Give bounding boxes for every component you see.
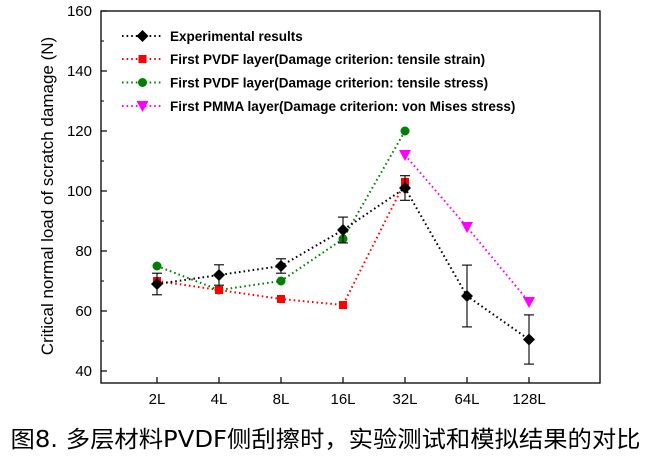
data-point-experimental [213,269,225,281]
y-tick-label: 140 [67,63,92,80]
data-point-pmma-von-mises [461,222,473,233]
legend-marker [136,101,149,112]
data-point-pvdf-tensile-stress [276,276,286,286]
legend-entry-experimental: Experimental results [122,29,303,44]
y-tick-label: 160 [67,3,92,20]
axes: 40 60 80 100 120 140 160 2L 4L 8L 16L 32L 64L 128L [67,3,546,408]
legend-entry-pvdf-tensile-strain: First PVDF layer(Damage criterion: tensi… [122,52,485,67]
x-tick-label: 32L [392,391,417,408]
data-point-pvdf-tensile-strain [339,301,347,309]
data-point-pvdf-tensile-stress [400,126,410,136]
x-tick-label: 128L [512,391,545,408]
legend-label: Experimental results [170,29,303,44]
data-point-experimental [523,333,535,346]
figure-caption: 图8. 多层材料PVDF侧刮擦时，实验测试和模拟结果的对比 [11,427,641,453]
plot-series [151,126,535,365]
data-point-pmma-von-mises [399,150,411,161]
y-tick-label: 40 [75,363,92,380]
legend-marker [138,78,147,87]
x-tick-label: 2L [149,391,166,408]
legend-entry-pvdf-tensile-stress: First PVDF layer(Damage criterion: tensi… [122,76,488,91]
plot-frame [100,10,601,384]
legend-label: First PMMA layer(Damage criterion: von M… [170,99,515,114]
legend-marker [138,55,147,63]
y-tick-label: 100 [67,183,92,200]
data-point-experimental [461,290,473,302]
legend-label: First PVDF layer(Damage criterion: tensi… [170,52,485,67]
data-point-pvdf-tensile-stress [152,261,162,271]
data-point-experimental [337,224,349,236]
x-tick-label: 8L [273,391,290,408]
data-point-pvdf-tensile-strain [215,286,223,294]
data-point-experimental [399,182,411,194]
legend-marker [136,30,149,42]
y-axis-title: Critical normal load of scratch damage (… [38,37,57,355]
legend: Experimental results First PVDF layer(Dam… [122,29,515,114]
x-tick-label: 4L [211,391,228,408]
y-tick-label: 60 [75,303,92,320]
legend-entry-pmma-von-mises: First PMMA layer(Damage criterion: von M… [122,99,515,114]
y-tick-label: 120 [67,123,92,140]
data-point-experimental [151,278,163,290]
x-tick-label: 16L [330,391,355,408]
data-point-pvdf-tensile-strain [277,295,285,303]
legend-label: First PVDF layer(Damage criterion: tensi… [170,76,488,91]
y-tick-label: 80 [75,243,92,260]
data-point-experimental [275,260,287,272]
data-point-pmma-von-mises [523,297,535,308]
x-tick-label: 64L [454,391,479,408]
